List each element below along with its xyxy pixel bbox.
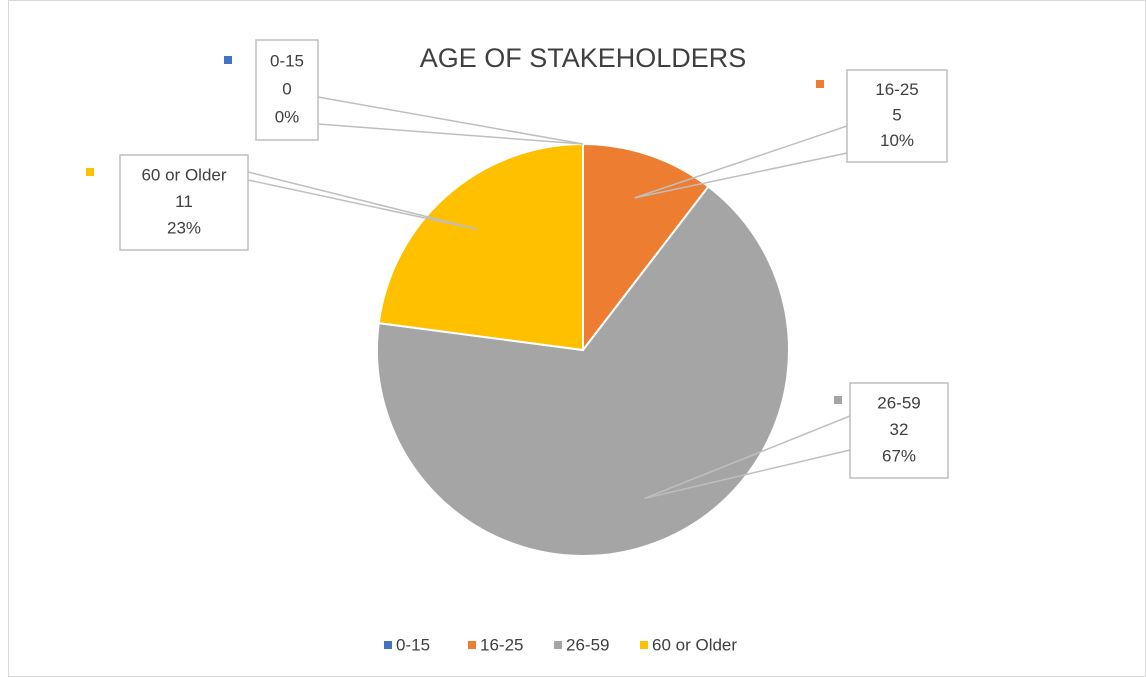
- pie-slice: [582, 142, 710, 353]
- data-label-category: 60 or Older: [141, 166, 226, 185]
- data-label-box: [849, 382, 949, 479]
- data-label-category: 16-25: [875, 80, 918, 99]
- leader-line: [317, 123, 584, 145]
- data-label-percent: 0%: [275, 107, 300, 126]
- pie-slice: [376, 185, 790, 557]
- legend-swatch: [554, 641, 562, 649]
- data-label-box: [255, 39, 319, 141]
- leader-line: [247, 179, 478, 230]
- leader-line: [644, 449, 851, 500]
- leader-line: [634, 125, 848, 199]
- data-label-value: 32: [890, 420, 909, 439]
- data-label-box: [119, 154, 249, 251]
- chart-title: AGE OF STAKEHOLDERS: [420, 43, 747, 73]
- data-label-marker: [86, 168, 94, 176]
- data-label-category: 26-59: [877, 394, 920, 413]
- data-label-percent: 67%: [882, 446, 916, 465]
- legend-label: 60 or Older: [652, 635, 737, 654]
- data-label-value: 5: [892, 105, 901, 124]
- data-label-category: 0-15: [270, 52, 304, 71]
- legend-swatch: [640, 641, 648, 649]
- data-label-value: 11: [175, 192, 193, 211]
- data-label-marker: [816, 80, 824, 88]
- legend-swatch: [468, 641, 476, 649]
- data-label-marker: [834, 396, 842, 404]
- data-label-marker: [224, 56, 232, 64]
- legend-label: 0-15: [396, 635, 430, 654]
- legend-label: 16-25: [480, 635, 523, 654]
- data-label-percent: 23%: [167, 218, 201, 237]
- leader-line: [247, 171, 478, 230]
- legend-swatch: [384, 641, 392, 649]
- leader-line: [644, 415, 851, 500]
- legend-label: 26-59: [566, 635, 609, 654]
- pie-slice: [377, 142, 584, 352]
- data-label-value: 0: [282, 79, 291, 98]
- leader-line: [317, 96, 584, 145]
- data-label-box: [846, 69, 948, 163]
- leader-line: [634, 152, 848, 199]
- data-label-percent: 10%: [880, 131, 914, 150]
